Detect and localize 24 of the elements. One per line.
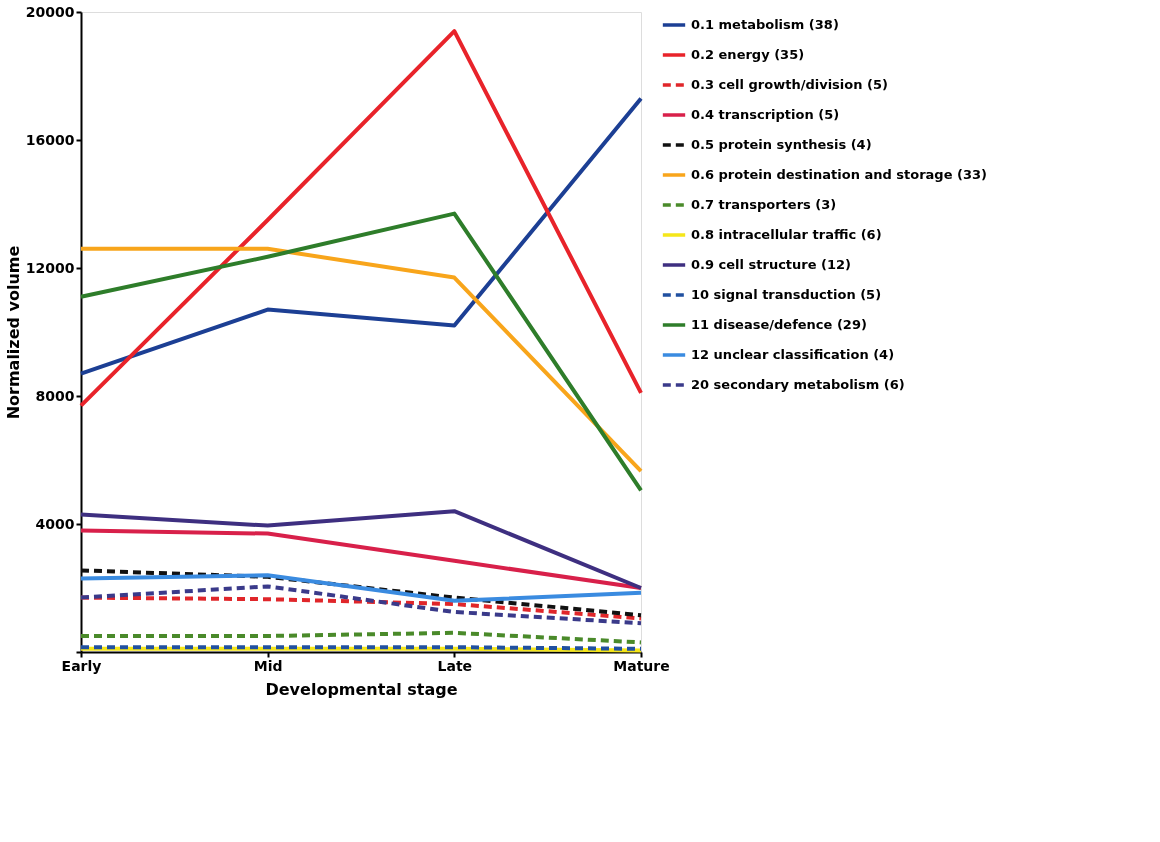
legend-label: 0.6 protein destination and storage (33): [691, 167, 987, 182]
x-tick-label: Mature: [613, 657, 670, 674]
legend-label: 0.5 protein synthesis (4): [691, 137, 872, 152]
y-axis-title: Normalized volume: [3, 245, 23, 420]
legend-label: 0.8 intracellular traffic (6): [691, 227, 882, 242]
x-tick-label: Late: [437, 657, 473, 674]
legend-label: 20 secondary metabolism (6): [691, 377, 905, 392]
x-axis-title: Developmental stage: [265, 679, 458, 699]
legend-label: 11 disease/defence (29): [691, 317, 867, 332]
legend-label: 0.2 energy (35): [691, 47, 805, 62]
y-tick-label: 20000: [25, 3, 75, 20]
legend-label: 0.9 cell structure (12): [691, 257, 852, 272]
legend-label: 0.4 transcription (5): [691, 107, 840, 122]
y-tick-label: 12000: [25, 259, 75, 276]
legend-label: 0.7 transporters (3): [691, 197, 837, 212]
legend-label: 10 signal transduction (5): [691, 287, 882, 302]
y-tick-label: 4000: [35, 515, 75, 532]
legend-label: 12 unclear classification (4): [691, 347, 895, 362]
x-tick-label: Mid: [253, 657, 283, 674]
y-tick-label: 8000: [35, 387, 75, 404]
legend-label: 0.1 metabolism (38): [691, 17, 839, 32]
y-tick-label: 16000: [25, 131, 75, 148]
x-tick-label: Early: [61, 657, 102, 674]
legend-label: 0.3 cell growth/division (5): [691, 77, 888, 92]
